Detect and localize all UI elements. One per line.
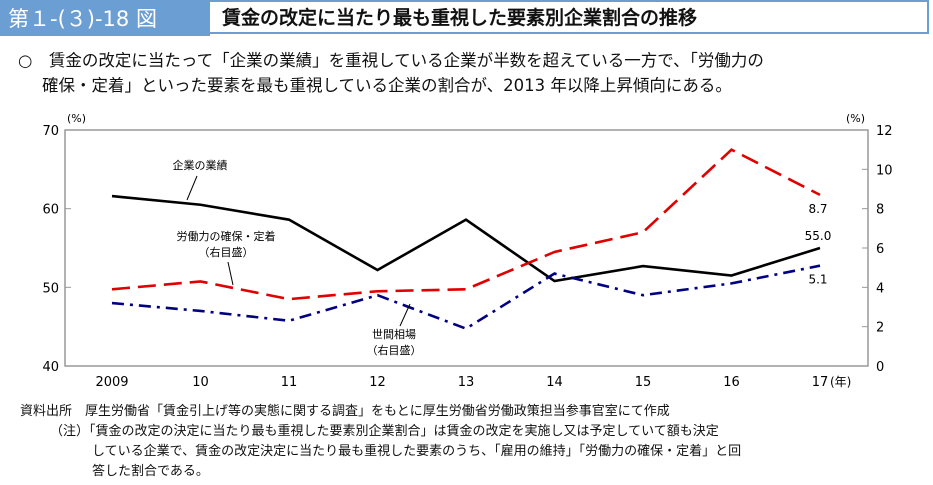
series-label-1-sub: （右目盛） [199,245,254,259]
right-tick-label: 6 [876,242,884,257]
figure-number: 第１-(３)-18 図 [0,2,210,36]
x-axis-unit: (年) [830,375,851,389]
x-tick-label: 17 [812,375,829,390]
arrow-0 [186,175,198,201]
right-tick-label: 12 [876,124,893,139]
right-tick-label: 4 [876,281,884,296]
x-tick-label: 10 [192,375,209,390]
notes: 資料出所 厚生労働省「賃金引上げ等の実態に関する調査」をもとに厚生労働省労働政策… [20,402,920,482]
source-text: 厚生労働省「賃金引上げ等の実態に関する調査」をもとに厚生労働省労働政策担当参事官… [85,404,670,419]
series-label-2-sub: （右目盛） [367,343,422,357]
left-tick-label: 50 [42,281,59,296]
line-chart: 40 50 60 70 0 2 4 6 8 10 12 (%) (%) 2009 10 11 12 13 14 15 1… [42,112,893,390]
note-line-1: 「賃金の改定の決定に当たり最も重視した要素別企業割合」は賃金の改定を実施し又は予… [89,424,719,439]
end-label-1: 8.7 [808,202,827,216]
x-tick-label: 14 [546,375,563,390]
right-tick-label: 2 [876,321,884,336]
end-label-0: 55.0 [805,229,832,243]
end-label-2: 5.1 [808,273,827,287]
source-label: 資料出所 [20,404,73,419]
series-label-2: 世間相場 [372,328,416,341]
right-tick-label: 8 [876,203,884,218]
left-axis-unit: (%) [67,112,86,125]
note-line-3: 答した割合である。 [92,464,209,479]
summary-line-1: ○ 賃金の改定に当たって「企業の業績」を重視している企業が半数を超えている一方で… [18,51,764,70]
note-line-2: している企業で、賃金の改定決定に当たり最も重視した要素のうち、「雇用の維持」「労… [92,444,742,459]
left-tick-label: 60 [42,203,59,218]
right-tick-label: 0 [876,360,884,375]
series-line-2 [111,264,821,331]
summary-line-2: 確保・定着」といった要素を最も重視している企業の割合が、2013 年以降上昇傾向… [42,76,732,95]
series-label-0: 企業の業績 [173,158,228,172]
x-tick-label: 2009 [95,375,128,390]
series-line-1 [111,148,821,301]
right-tick-label: 10 [876,163,893,178]
x-tick-label: 12 [369,375,386,390]
x-tick-label: 11 [281,375,298,390]
figure-title: 賃金の改定に当たり最も重視した要素別企業割合の推移 [222,7,698,29]
series-label-1: 労働力の確保・定着 [177,229,276,243]
x-tick-label: 16 [723,375,740,390]
x-tick-label: 15 [635,375,652,390]
note-label: （注） [50,424,90,439]
left-tick-label: 70 [42,124,59,139]
left-tick-label: 40 [42,360,59,375]
x-tick-label: 13 [458,375,475,390]
figure-header: 第１-(３)-18 図 賃金の改定に当たり最も重視した要素別企業割合の推移 [0,0,929,36]
arrow-1 [227,261,234,286]
summary: ○ 賃金の改定に当たって「企業の業績」を重視している企業が半数を超えている一方で… [18,48,918,98]
right-axis-unit: (%) [846,112,865,125]
arrow-2 [399,303,411,327]
